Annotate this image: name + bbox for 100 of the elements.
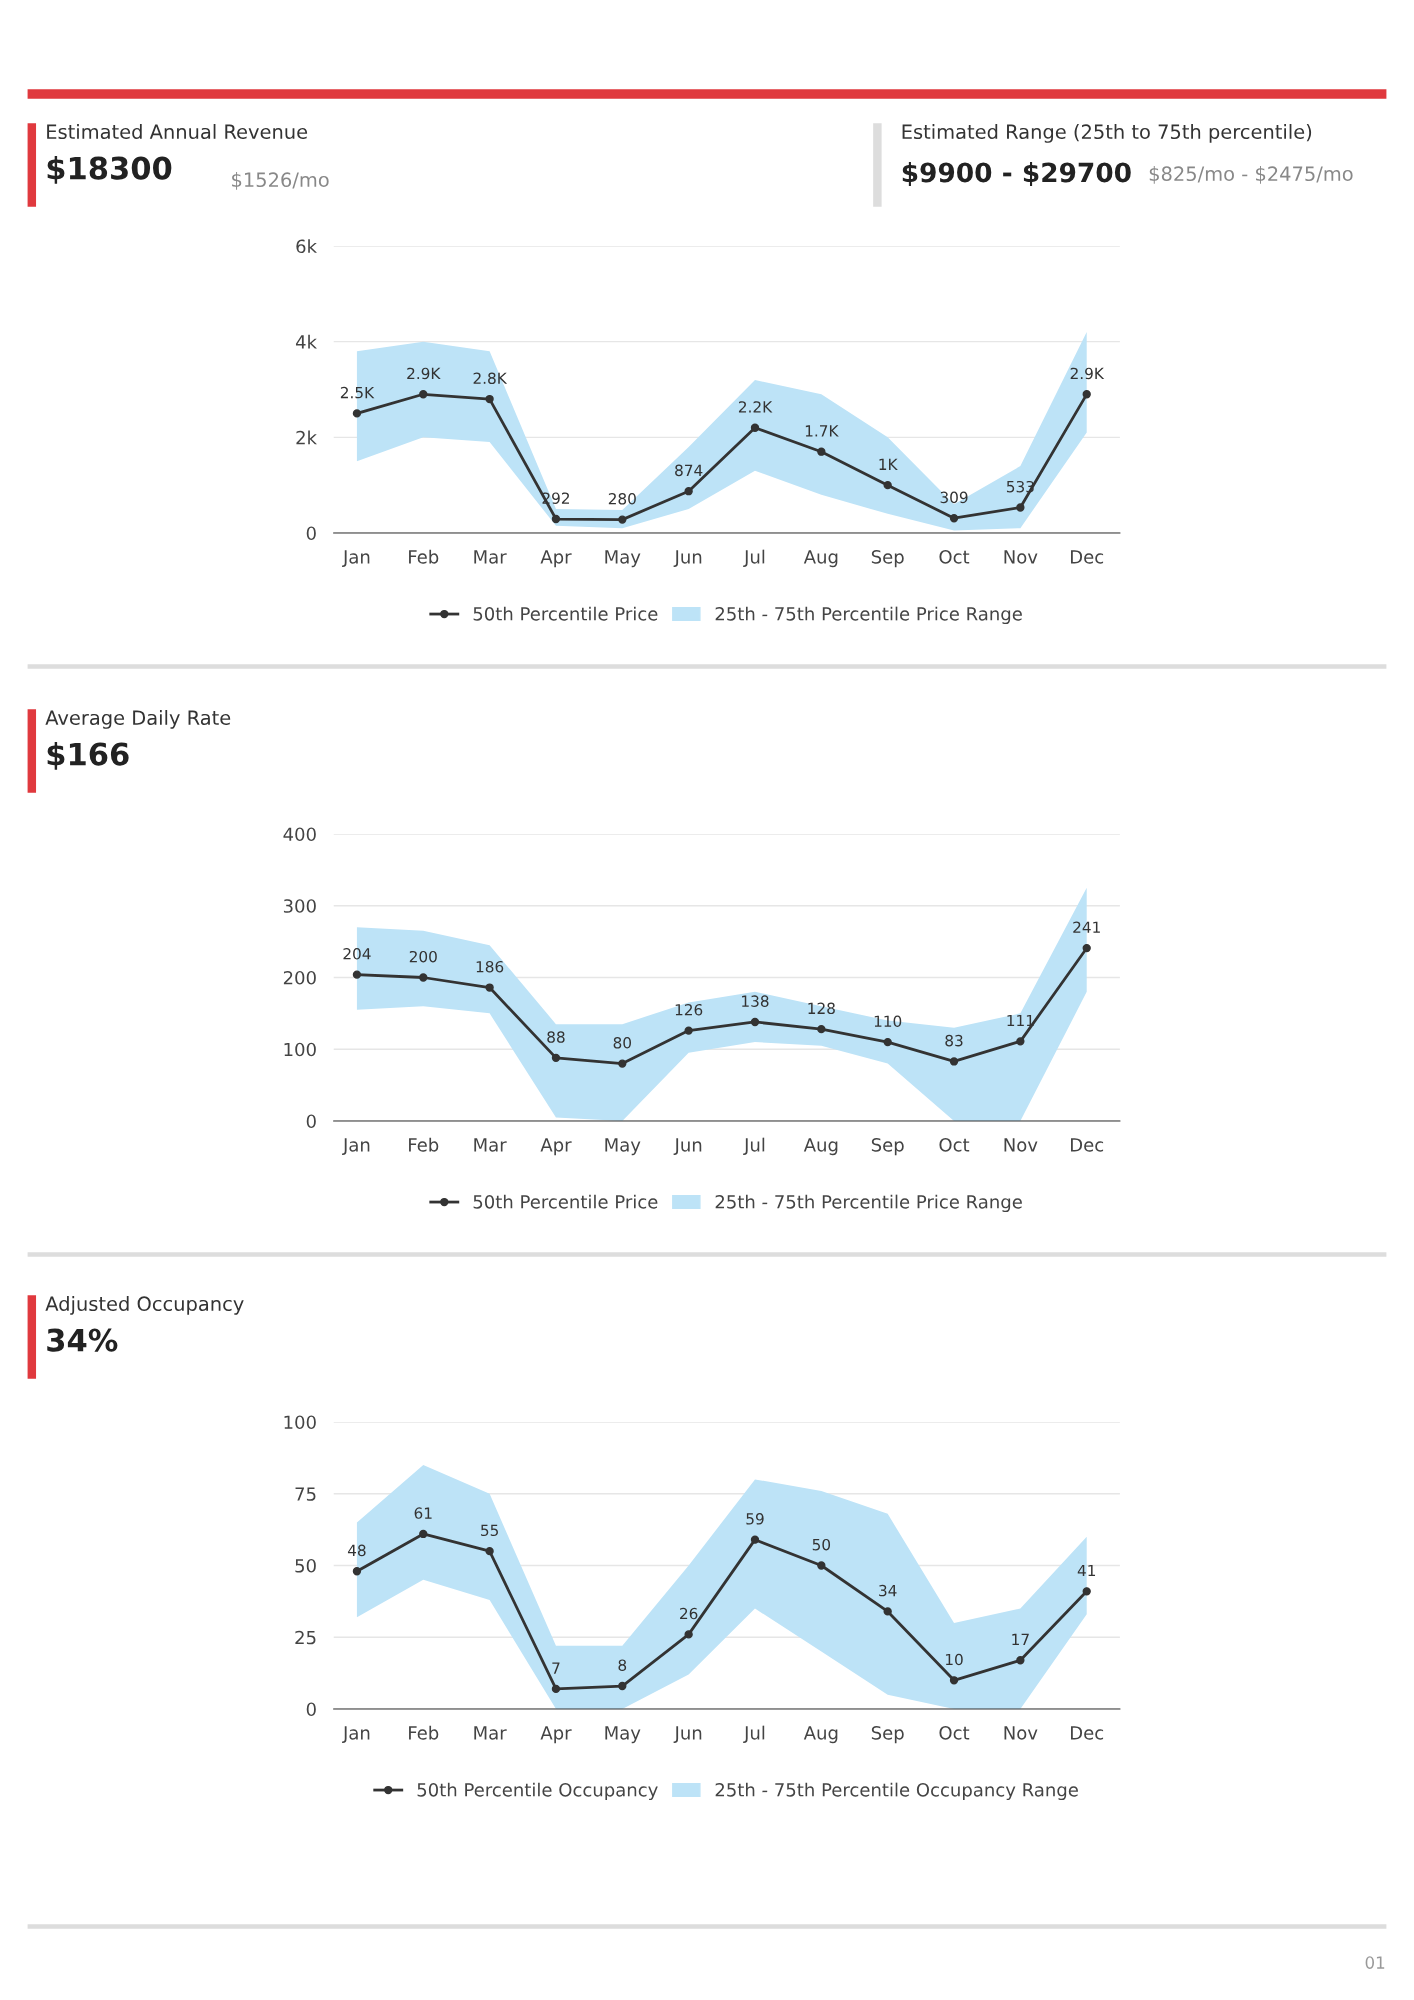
point <box>1082 943 1091 953</box>
y-tick-label: 300 <box>283 899 316 913</box>
data-label: 1.7K <box>805 425 839 437</box>
point <box>1082 390 1091 399</box>
point <box>817 447 826 456</box>
data-label: 17 <box>1012 1633 1029 1645</box>
legend-label: 50th Percentile Price <box>473 1194 658 1209</box>
x-tick-label: Mar <box>474 550 507 564</box>
point <box>551 514 561 524</box>
point <box>419 1529 428 1539</box>
point <box>618 515 627 524</box>
data-label: 80 <box>613 1036 632 1049</box>
y-tick-label: 6k <box>296 239 317 254</box>
point <box>419 390 428 399</box>
point <box>485 394 494 404</box>
y-tick-label: 50 <box>295 1558 316 1573</box>
point <box>817 1561 826 1570</box>
text: $9900 - $29700 <box>902 162 1131 186</box>
x-tick-label: Jan <box>342 1726 370 1743</box>
point <box>352 970 362 979</box>
y-tick-label: 200 <box>283 970 316 985</box>
x-tick-label: Jan <box>342 1138 370 1155</box>
data-label: 110 <box>874 1015 902 1028</box>
point <box>618 1059 627 1068</box>
text: Average Daily Rate <box>45 710 231 729</box>
point <box>1016 1037 1025 1046</box>
data-label: 204 <box>343 948 371 960</box>
text: Estimated Annual Revenue <box>47 124 308 140</box>
data-label: 83 <box>945 1034 963 1047</box>
point <box>1082 1587 1091 1596</box>
y-tick-label: 100 <box>284 1415 316 1430</box>
x-tick-label: Apr <box>540 1726 572 1744</box>
data-label: 41 <box>1077 1564 1096 1577</box>
x-tick-label: Jun <box>673 1138 702 1155</box>
legend-label: 25th - 75th Percentile Occupancy Range <box>715 1782 1078 1801</box>
data-label: 2.9K <box>407 367 441 380</box>
data-label: 2.9K <box>1070 367 1105 380</box>
x-tick-label: May <box>605 1138 641 1156</box>
point <box>949 1057 959 1066</box>
point <box>684 487 693 496</box>
x-tick-label: Aug <box>803 1726 838 1744</box>
legend-label: 25th - 75th Percentile Price Range <box>715 606 1022 625</box>
point <box>883 480 892 490</box>
x-tick-label: Sep <box>871 1725 904 1744</box>
data-label: 26 <box>680 1607 698 1620</box>
y-tick-label: 4k <box>295 334 317 349</box>
x-tick-label: Mar <box>474 1726 507 1740</box>
y-tick-label: 0 <box>306 1114 316 1129</box>
point <box>817 1024 826 1034</box>
data-label: 10 <box>945 1653 963 1666</box>
point <box>883 1037 892 1047</box>
point <box>352 1567 362 1576</box>
x-tick-label: Oct <box>939 549 970 564</box>
data-label: 200 <box>409 950 437 963</box>
text: $825/mo - $2475/mo <box>1149 166 1353 184</box>
legend-label: 50th Percentile Occupancy <box>417 1782 658 1801</box>
data-label: 2.2K <box>738 401 773 413</box>
point <box>1016 1656 1025 1665</box>
x-tick-label: Jan <box>342 550 370 567</box>
point <box>485 983 494 992</box>
legend-label: 25th - 75th Percentile Price Range <box>715 1194 1022 1213</box>
x-tick-label: Feb <box>409 1725 439 1740</box>
data-label: 138 <box>742 995 769 1007</box>
point <box>1016 503 1025 512</box>
x-tick-label: Jul <box>743 1725 765 1743</box>
chart-subtitle: $18300 <box>47 156 172 184</box>
text: $1526/mo <box>232 172 329 190</box>
data-label: 8 <box>618 1659 627 1671</box>
x-tick-label: Feb <box>409 549 439 564</box>
y-tick-label: 75 <box>295 1487 316 1501</box>
y-tick-label: 2k <box>296 430 317 445</box>
y-tick-label: 25 <box>295 1630 316 1645</box>
text: Estimated Range (25th to 75th percentile) <box>902 124 1312 143</box>
data-label: 126 <box>675 1003 703 1016</box>
x-tick-label: Feb <box>409 1137 439 1152</box>
data-label: 280 <box>608 492 636 505</box>
x-tick-label: Nov <box>1004 1726 1038 1740</box>
data-label: 50 <box>812 1538 831 1551</box>
data-label: 186 <box>476 960 504 973</box>
x-tick-label: Jun <box>673 1726 702 1743</box>
x-tick-label: Oct <box>939 1137 970 1152</box>
data-label: 128 <box>808 1002 835 1015</box>
x-tick-label: Dec <box>1071 1726 1104 1740</box>
x-tick-label: Dec <box>1071 1138 1104 1152</box>
legend-label: 50th Percentile Price <box>473 606 658 621</box>
x-tick-label: Sep <box>871 549 904 568</box>
data-label: 111 <box>1007 1014 1034 1027</box>
point <box>949 514 959 523</box>
x-tick-label: Apr <box>540 550 572 568</box>
x-tick-label: Apr <box>540 1138 572 1156</box>
x-tick-label: Aug <box>803 550 838 568</box>
x-tick-label: Nov <box>1004 1138 1038 1152</box>
x-tick-label: Aug <box>803 1138 838 1156</box>
y-tick-label: 400 <box>283 827 316 842</box>
point <box>485 1546 494 1556</box>
data-label: 2.8K <box>473 372 508 385</box>
x-tick-label: Dec <box>1071 550 1104 564</box>
text: 01 <box>1365 1956 1385 1969</box>
point <box>750 1535 760 1544</box>
point <box>750 423 760 432</box>
